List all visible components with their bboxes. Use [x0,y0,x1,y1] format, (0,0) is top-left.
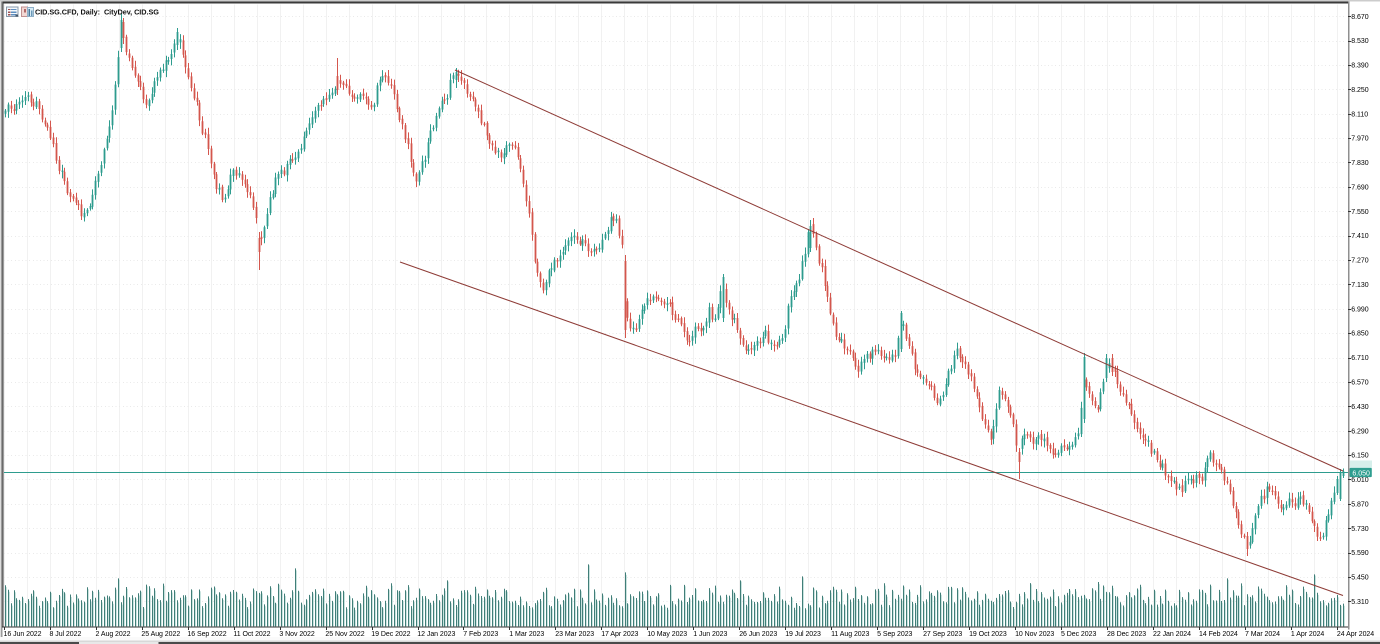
svg-text:7.550: 7.550 [1351,209,1369,216]
svg-text:17 Apr 2023: 17 Apr 2023 [601,631,638,638]
svg-text:25 Aug 2022: 25 Aug 2022 [141,631,180,638]
svg-text:5.590: 5.590 [1351,550,1369,557]
svg-text:14 Feb 2024: 14 Feb 2024 [1199,631,1238,638]
svg-text:26 Jun 2023: 26 Jun 2023 [739,631,777,638]
svg-text:2 Aug 2022: 2 Aug 2022 [96,631,131,638]
svg-text:10 Nov 2023: 10 Nov 2023 [1015,631,1054,638]
svg-text:7.690: 7.690 [1351,185,1369,192]
svg-text:1 Jun 2023: 1 Jun 2023 [693,631,727,638]
svg-text:6.710: 6.710 [1351,355,1369,362]
svg-text:7 Mar 2024: 7 Mar 2024 [1245,631,1280,638]
svg-text:6.850: 6.850 [1351,331,1369,338]
svg-text:8.110: 8.110 [1351,111,1368,118]
svg-text:5 Dec 2023: 5 Dec 2023 [1061,631,1096,638]
svg-text:7.410: 7.410 [1351,233,1369,240]
svg-text:16 Sep 2022: 16 Sep 2022 [187,631,226,638]
svg-text:11 Aug 2023: 11 Aug 2023 [831,631,869,638]
svg-text:5.450: 5.450 [1351,575,1369,582]
svg-text:27 Sep 2023: 27 Sep 2023 [923,631,962,638]
svg-text:19 Jul 2023: 19 Jul 2023 [785,631,821,638]
svg-text:25 Nov 2022: 25 Nov 2022 [325,631,364,638]
svg-text:1 Mar 2023: 1 Mar 2023 [509,631,544,638]
svg-text:6.290: 6.290 [1351,428,1369,435]
svg-text:7.270: 7.270 [1351,258,1369,265]
svg-text:1 Apr 2024: 1 Apr 2024 [1291,631,1325,638]
svg-text:8.390: 8.390 [1351,63,1369,70]
svg-text:6.050: 6.050 [1352,470,1370,477]
svg-text:8.250: 8.250 [1351,87,1369,94]
svg-text:22 Jan 2024: 22 Jan 2024 [1153,631,1191,638]
svg-text:10 May 2023: 10 May 2023 [647,631,687,638]
svg-text:6.150: 6.150 [1351,453,1369,460]
svg-text:16 Jun 2022: 16 Jun 2022 [4,631,42,638]
svg-text:28 Dec 2023: 28 Dec 2023 [1107,631,1146,638]
svg-text:5.730: 5.730 [1351,526,1369,533]
svg-text:7 Feb 2023: 7 Feb 2023 [463,631,498,638]
svg-text:3 Nov 2022: 3 Nov 2022 [279,631,314,638]
svg-text:12 Jan 2023: 12 Jan 2023 [417,631,455,638]
svg-text:24 Apr 2024: 24 Apr 2024 [1337,631,1374,638]
svg-text:11 Oct 2022: 11 Oct 2022 [233,631,270,638]
svg-text:5.870: 5.870 [1351,501,1369,508]
svg-text:6.570: 6.570 [1351,380,1369,387]
svg-text:19 Dec 2022: 19 Dec 2022 [371,631,410,638]
svg-text:7.830: 7.830 [1351,160,1369,167]
svg-text:8 Jul 2022: 8 Jul 2022 [50,631,82,638]
svg-text:7.130: 7.130 [1351,282,1369,289]
svg-text:19 Oct 2023: 19 Oct 2023 [969,631,1007,638]
svg-text:6.430: 6.430 [1351,404,1369,411]
svg-text:6.990: 6.990 [1351,306,1369,313]
svg-text:23 Mar 2023: 23 Mar 2023 [555,631,594,638]
svg-text:8.530: 8.530 [1351,38,1369,45]
svg-text:7.970: 7.970 [1351,136,1369,143]
svg-text:5.310: 5.310 [1351,599,1369,606]
svg-text:6.010: 6.010 [1351,477,1369,484]
svg-text:8.670: 8.670 [1351,14,1369,21]
svg-text:5 Sep 2023: 5 Sep 2023 [877,631,912,638]
svg-text:CID.SG.CFD, Daily: CityDev, C: CID.SG.CFD, Daily: CityDev, CID.SG [35,8,159,17]
